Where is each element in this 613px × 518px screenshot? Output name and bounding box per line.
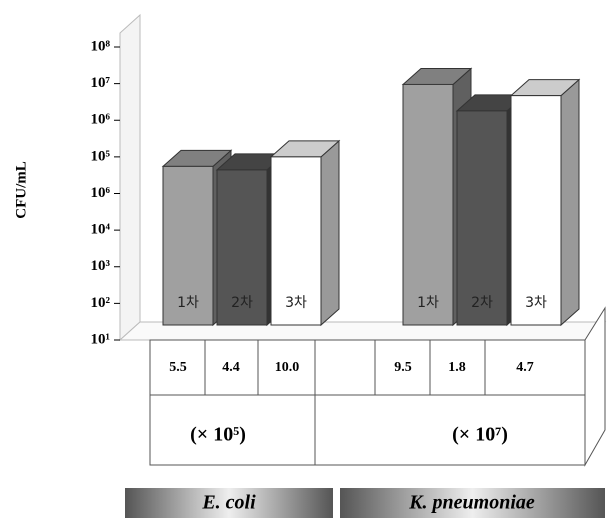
bar	[510, 95, 562, 326]
bar-label: 3차	[525, 295, 547, 311]
table-value: 10.0	[275, 360, 300, 375]
table-value: 5.5	[169, 360, 187, 375]
multiplier: (× 10⁷)	[452, 424, 508, 446]
y-tick-label: 10²	[91, 295, 111, 311]
category-label: E. coli	[201, 492, 256, 514]
y-axis-title: CFU/mL	[13, 161, 29, 219]
y-tick-label: 10⁴	[91, 222, 111, 238]
y-tick-label: 10¹	[91, 331, 111, 347]
y-tick-label: 10⁸	[91, 38, 111, 54]
bar	[162, 165, 214, 326]
bar-label: 1차	[177, 295, 199, 311]
table-value: 9.5	[394, 360, 412, 375]
y-tick-label: 10⁵	[91, 148, 111, 164]
bar-side	[320, 139, 340, 327]
category-band	[340, 488, 605, 518]
table	[149, 306, 606, 467]
table-value: 4.7	[516, 360, 534, 375]
bar	[270, 156, 322, 326]
category-label: K. pneumoniae	[408, 492, 535, 514]
bar	[402, 83, 454, 326]
y-tick-label: 10⁶	[91, 185, 111, 201]
bar-label: 1차	[417, 295, 439, 311]
bar-label: 2차	[471, 295, 493, 311]
table-value: 1.8	[448, 360, 466, 375]
category-band	[125, 488, 333, 518]
bar	[216, 169, 268, 326]
y-tick-label: 10³	[91, 258, 111, 274]
bar-side	[560, 78, 580, 327]
bar-label: 2차	[231, 295, 253, 311]
multiplier: (× 10⁵)	[190, 424, 246, 446]
table-value: 4.4	[222, 360, 240, 375]
bar	[456, 110, 508, 326]
y-tick-label: 10⁶	[91, 112, 111, 128]
bar-label: 3차	[285, 295, 307, 311]
y-tick-label: 10⁷	[91, 75, 111, 91]
